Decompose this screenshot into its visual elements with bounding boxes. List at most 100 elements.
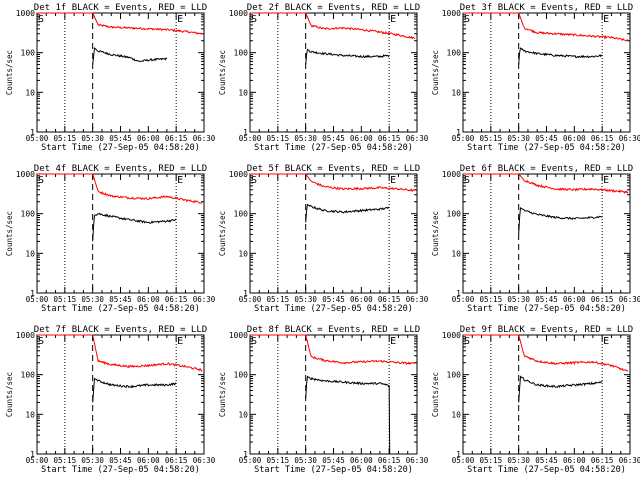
y-tick-label: 1	[243, 289, 248, 298]
panel-det-9: Det 9f BLACK = Events, RED = LLD 1 10 100 10…	[431, 325, 640, 475]
annotation-s: S	[251, 175, 257, 186]
y-tick-label: 1	[456, 289, 461, 298]
series-lld-line	[37, 173, 203, 204]
y-tick-label: 1000	[16, 331, 35, 340]
series-events-line	[305, 375, 391, 455]
x-tick-label: 05:00	[26, 456, 49, 465]
panel-title: Det 7f BLACK = Events, RED = LLD	[34, 325, 207, 335]
x-tick-label: 05:45	[535, 456, 558, 465]
x-tick-label: 05:00	[239, 456, 262, 465]
x-tick-label: 05:00	[26, 295, 49, 304]
x-tick-label: 05:45	[322, 295, 345, 304]
panel-title: Det 3f BLACK = Events, RED = LLD	[460, 3, 633, 13]
x-tick-label: 06:30	[193, 456, 216, 465]
y-axis-label: Counts/sec	[5, 372, 14, 417]
y-tick-label: 10	[238, 88, 248, 97]
x-tick-label: 05:45	[109, 456, 132, 465]
x-tick-label: 05:45	[322, 134, 345, 143]
annotation-e: E	[603, 14, 609, 25]
x-tick-label: 05:00	[26, 134, 49, 143]
series-events-line	[92, 47, 168, 65]
y-tick-label: 1	[30, 450, 35, 459]
x-axis-label: Start Time (27-Sep-05 04:58:20)	[41, 465, 200, 475]
y-tick-label: 10	[25, 88, 35, 97]
x-tick-label: 05:30	[81, 134, 104, 143]
y-tick-label: 1000	[229, 170, 248, 179]
series-events-line	[518, 47, 603, 65]
x-axis-label: Start Time (27-Sep-05 04:58:20)	[254, 465, 413, 475]
x-tick-label: 06:30	[193, 295, 216, 304]
annotation-e: E	[603, 175, 609, 186]
y-tick-label: 10	[451, 249, 461, 258]
series-events-line	[305, 203, 390, 223]
x-axis-label: Start Time (27-Sep-05 04:58:20)	[467, 143, 626, 153]
x-tick-label: 05:30	[294, 295, 317, 304]
panel-title: Det 1f BLACK = Events, RED = LLD	[34, 3, 207, 13]
annotation-e: E	[390, 14, 396, 25]
x-tick-label: 06:00	[350, 456, 373, 465]
y-tick-label: 100	[447, 49, 462, 58]
x-tick-label: 06:15	[378, 456, 401, 465]
x-tick-label: 06:30	[619, 456, 640, 465]
plot-frame	[36, 173, 205, 294]
y-axis-label: Counts/sec	[5, 211, 14, 256]
x-tick-label: 06:30	[619, 295, 640, 304]
x-tick-label: 05:45	[535, 134, 558, 143]
annotation-e: E	[390, 175, 396, 186]
annotation-s: S	[464, 14, 470, 25]
series-lld-line	[463, 173, 629, 194]
x-tick-label: 05:30	[507, 456, 530, 465]
y-tick-label: 100	[21, 49, 36, 58]
y-tick-label: 1	[456, 128, 461, 137]
y-axis-label: Counts/sec	[431, 211, 440, 256]
plot-frame	[462, 12, 631, 133]
annotation-e: E	[177, 14, 183, 25]
y-tick-label: 10	[451, 410, 461, 419]
series-lld-line	[250, 12, 416, 40]
x-tick-label: 06:15	[165, 456, 188, 465]
x-tick-label: 06:15	[378, 295, 401, 304]
x-tick-label: 06:00	[563, 456, 586, 465]
x-tick-label: 05:15	[480, 134, 503, 143]
annotation-s: S	[251, 336, 257, 347]
annotation-e: E	[390, 336, 396, 347]
series-events-line	[92, 377, 177, 403]
y-tick-label: 10	[25, 410, 35, 419]
series-events-line	[518, 375, 603, 403]
x-tick-label: 05:30	[507, 134, 530, 143]
x-tick-label: 06:15	[165, 134, 188, 143]
y-axis-label: Counts/sec	[218, 372, 227, 417]
y-axis-label: Counts/sec	[5, 50, 14, 95]
y-tick-label: 10	[238, 249, 248, 258]
panel-det-6: Det 6f BLACK = Events, RED = LLD 1 10 100 10…	[431, 164, 640, 314]
x-tick-label: 06:30	[406, 456, 429, 465]
y-tick-label: 100	[447, 210, 462, 219]
series-events-line	[92, 212, 177, 242]
x-tick-label: 06:15	[591, 295, 614, 304]
panel-title: Det 8f BLACK = Events, RED = LLD	[247, 325, 420, 335]
annotation-s: S	[38, 175, 44, 186]
panel-det-8: Det 8f BLACK = Events, RED = LLD 1 10 100 10…	[218, 325, 429, 475]
y-tick-label: 1	[456, 450, 461, 459]
series-lld-line	[250, 334, 416, 366]
y-tick-label: 1	[30, 128, 35, 137]
panel-title: Det 9f BLACK = Events, RED = LLD	[460, 325, 633, 335]
y-axis-label: Counts/sec	[218, 50, 227, 95]
x-tick-label: 05:15	[54, 456, 77, 465]
x-axis-label: Start Time (27-Sep-05 04:58:20)	[467, 465, 626, 475]
y-tick-label: 10	[238, 410, 248, 419]
y-tick-label: 1000	[229, 331, 248, 340]
y-tick-label: 100	[234, 210, 249, 219]
x-tick-label: 06:00	[563, 134, 586, 143]
y-axis-label: Counts/sec	[431, 372, 440, 417]
x-tick-label: 06:00	[350, 134, 373, 143]
plot-frame	[462, 173, 631, 294]
x-tick-label: 06:00	[137, 295, 160, 304]
x-axis-label: Start Time (27-Sep-05 04:58:20)	[254, 304, 413, 314]
series-lld-line	[250, 173, 416, 193]
panel-title: Det 6f BLACK = Events, RED = LLD	[460, 164, 633, 174]
x-tick-label: 05:15	[267, 295, 290, 304]
x-tick-label: 06:15	[591, 456, 614, 465]
x-tick-label: 06:30	[193, 134, 216, 143]
